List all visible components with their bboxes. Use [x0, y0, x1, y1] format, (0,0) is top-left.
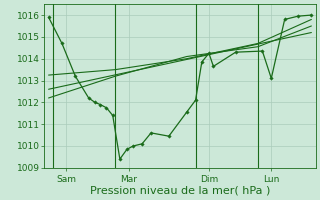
- X-axis label: Pression niveau de la mer( hPa ): Pression niveau de la mer( hPa ): [90, 186, 270, 196]
